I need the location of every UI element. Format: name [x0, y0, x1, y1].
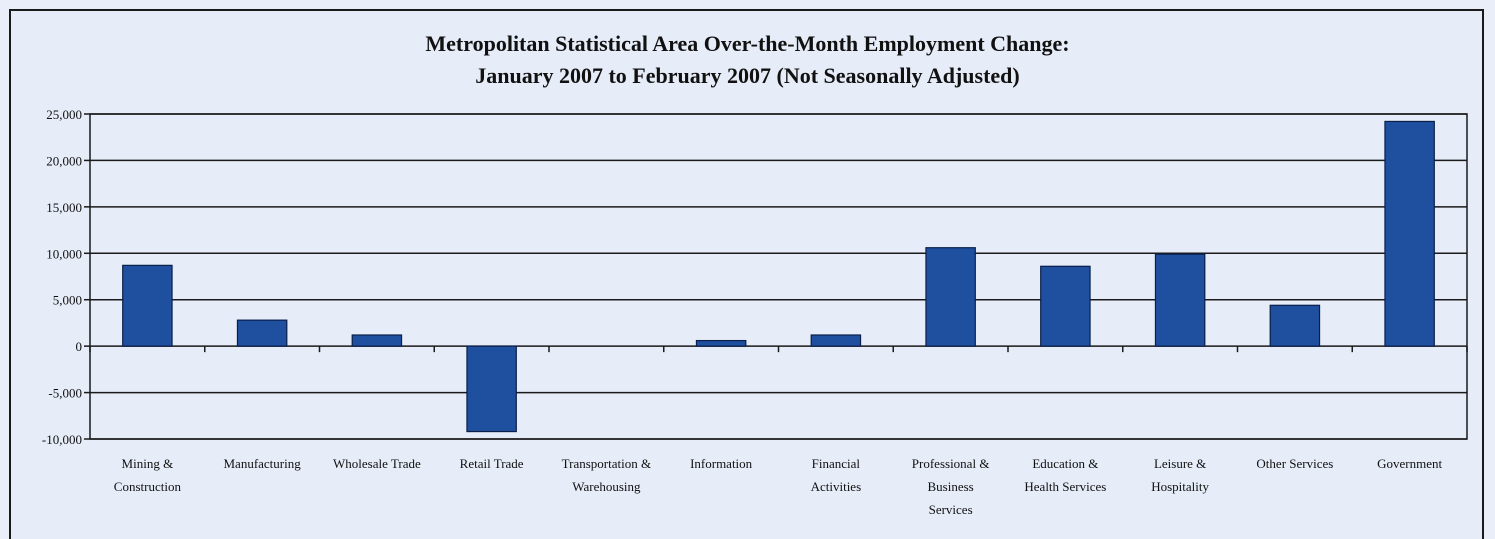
bar — [122, 264, 173, 347]
x-category-label: Services — [929, 502, 973, 517]
bar — [1384, 120, 1435, 347]
plot-area — [89, 113, 1468, 440]
x-category-label: Warehousing — [572, 479, 641, 494]
y-tick-label: -10,000 — [42, 432, 82, 447]
chart-title: Metropolitan Statistical Area Over-the-M… — [425, 31, 1070, 56]
x-category-label: Hospitality — [1151, 479, 1209, 494]
x-category-label: Financial — [812, 456, 861, 471]
x-category-label: Wholesale Trade — [333, 456, 421, 471]
chart-title-block: Metropolitan Statistical Area Over-the-M… — [0, 28, 1495, 92]
bar — [925, 247, 976, 347]
x-category-label: Government — [1377, 456, 1442, 471]
x-category-label: Business — [928, 479, 974, 494]
y-tick-label: -5,000 — [48, 386, 82, 401]
bar — [236, 319, 288, 347]
bar — [466, 345, 517, 433]
x-category-label: Leisure & — [1154, 456, 1206, 471]
y-tick-label: 25,000 — [46, 107, 82, 122]
x-category-label: Education & — [1032, 456, 1098, 471]
y-tick-label: 20,000 — [46, 153, 82, 168]
x-category-label: Health Services — [1024, 479, 1106, 494]
x-category-label: Activities — [811, 479, 862, 494]
x-category-label: Information — [690, 456, 753, 471]
bar — [1040, 265, 1091, 347]
x-category-label: Manufacturing — [223, 456, 301, 471]
bar — [1269, 304, 1321, 347]
bar — [351, 334, 403, 347]
x-category-label: Mining & — [122, 456, 174, 471]
bar — [1154, 253, 1206, 347]
x-category-label: Other Services — [1256, 456, 1333, 471]
x-category-label: Professional & — [912, 456, 990, 471]
x-category-label: Retail Trade — [460, 456, 524, 471]
y-tick-label: 0 — [76, 339, 83, 354]
y-tick-label: 15,000 — [46, 200, 82, 215]
y-tick-label: 5,000 — [53, 293, 82, 308]
bar — [810, 334, 862, 347]
bar — [695, 339, 747, 347]
chart-subtitle: January 2007 to February 2007 (Not Seaso… — [475, 63, 1020, 88]
y-tick-label: 10,000 — [46, 246, 82, 261]
x-category-label: Transportation & — [562, 456, 651, 471]
x-category-label: Construction — [114, 479, 182, 494]
